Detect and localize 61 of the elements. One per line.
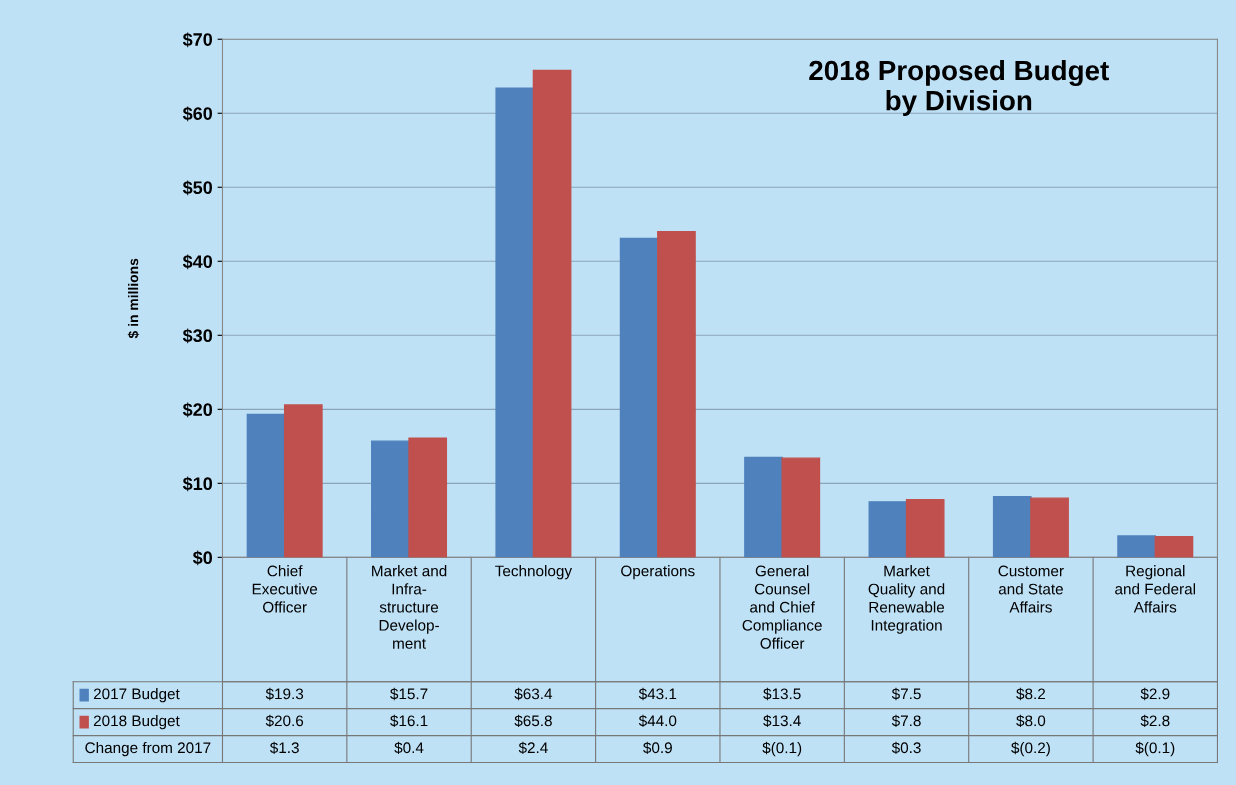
data-label: $20.6 — [265, 714, 304, 728]
x-tick-label: Chief Executive Officer — [252, 565, 318, 613]
data-label: $8.0 — [1016, 714, 1046, 728]
y-tick-label: $30 — [182, 328, 213, 344]
data-label: $7.8 — [891, 714, 921, 728]
y-tick-label: $40 — [182, 254, 213, 270]
x-tick-label: Technology — [495, 565, 573, 580]
text: 2018 Proposed Budget by Division — [809, 59, 1109, 116]
text: $0.3 — [891, 741, 921, 755]
text: Change from 2017 — [85, 741, 211, 757]
text: $(0.1) — [762, 741, 802, 757]
bar — [657, 230, 696, 558]
data-label: $7.5 — [891, 687, 921, 701]
data-label: $43.1 — [638, 687, 677, 701]
y-tick-label: $50 — [182, 180, 213, 196]
bar — [283, 404, 323, 558]
x-tick-label: Customer and State Affairs — [998, 565, 1064, 613]
bar — [1117, 535, 1156, 558]
bar — [619, 237, 659, 558]
y-tick-label: $0 — [192, 550, 213, 566]
y-axis-title: $ in millions — [127, 258, 140, 339]
data-label: $13.4 — [763, 714, 801, 728]
x-tick-label: Regional and Federal Affairs — [1115, 565, 1196, 613]
text: $0.9 — [643, 741, 672, 755]
data-label: $44.0 — [638, 714, 677, 728]
y-tick-label: $20 — [182, 402, 213, 418]
text: $(0.1) — [1135, 741, 1175, 757]
y-tick-label: $10 — [182, 476, 213, 492]
data-label: $65.8 — [514, 714, 552, 728]
bar — [905, 498, 945, 558]
data-label: $15.7 — [390, 687, 428, 701]
bar — [992, 495, 1032, 558]
y-tick-label: $60 — [182, 106, 213, 122]
bar — [1154, 535, 1194, 558]
bar — [532, 69, 572, 558]
text: $(0.2) — [1011, 741, 1050, 757]
data-label: $16.1 — [390, 714, 428, 728]
data-label: $2.8 — [1140, 714, 1170, 728]
bar — [408, 437, 448, 558]
bar — [1030, 497, 1069, 558]
x-tick-label: General Counsel and Chief Compliance Officer — [742, 565, 822, 649]
data-label: $2.9 — [1140, 687, 1170, 701]
text: $0.4 — [394, 741, 424, 755]
text: $2.4 — [518, 741, 548, 755]
bar — [781, 457, 821, 558]
data-label: $63.4 — [514, 687, 553, 701]
bar — [371, 440, 410, 558]
x-tick-label: Market and Infra- structure Develop- ment — [372, 565, 447, 649]
x-tick-label: Operations — [621, 565, 695, 580]
legend-label: 2018 Budget — [93, 714, 180, 730]
data-label: $13.5 — [763, 687, 801, 701]
bar — [246, 413, 286, 558]
legend-label: 2017 Budget — [93, 688, 180, 703]
text: $1.3 — [269, 741, 299, 755]
bar — [495, 87, 535, 558]
data-label: $8.2 — [1016, 687, 1045, 701]
bar — [868, 501, 908, 558]
x-tick-label: Market Quality and Renewable Integration — [868, 565, 945, 634]
y-tick-label: $70 — [182, 32, 213, 48]
bar — [744, 456, 783, 558]
data-label: $19.3 — [265, 687, 304, 701]
